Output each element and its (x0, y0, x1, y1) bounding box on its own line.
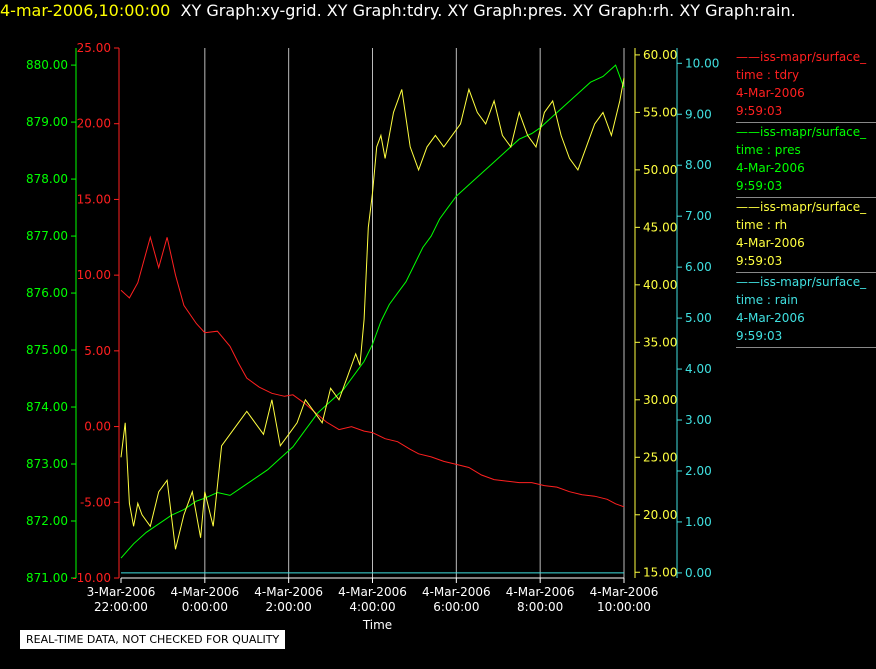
pres-tick-label: 872.00 (26, 514, 68, 528)
tdry-tick-label: -10.00 (72, 571, 111, 585)
rain-tick-label: 5.00 (685, 311, 712, 325)
pres-series-line (120, 64, 625, 559)
rain-tick-label: 8.00 (685, 158, 712, 172)
legend-date: 4-Mar-2006 (736, 86, 805, 100)
tdry-tick-label: 5.00 (84, 344, 111, 358)
legend-time: 9:59:03 (736, 179, 783, 193)
pres-tick-label: 874.00 (26, 400, 68, 414)
x-tick-label: 0:00:00 (182, 600, 228, 614)
tdry-tick-label: 20.00 (77, 117, 111, 131)
legend-source: ——iss-mapr/surface_ (736, 50, 867, 64)
rh-tick-label: 15.00 (643, 565, 677, 579)
rh-tick-label: 55.00 (643, 105, 677, 119)
x-tick-label: 4-Mar-2006 (254, 585, 323, 599)
rh-tick-label: 25.00 (643, 450, 677, 464)
tdry-series-line (120, 235, 625, 508)
legend-var: time : rh (736, 218, 788, 232)
legend-date: 4-Mar-2006 (736, 161, 805, 175)
rain-tick-label: 0.00 (685, 566, 712, 580)
legend-source: ——iss-mapr/surface_ (736, 125, 867, 139)
legend-entry-pres: ——iss-mapr/surface_time : pres 4-Mar-2006… (736, 123, 876, 198)
legend-time: 9:59:03 (736, 254, 783, 268)
x-tick-label: 2:00:00 (266, 600, 312, 614)
rain-tick-label: 7.00 (685, 209, 712, 223)
rh-tick-label: 35.00 (643, 335, 677, 349)
pres-tick-label: 871.00 (26, 571, 68, 585)
x-tick-label: 4-Mar-2006 (338, 585, 407, 599)
legend-entry-tdry: ——iss-mapr/surface_time : tdry 4-Mar-2006… (736, 48, 876, 123)
tdry-tick-label: -5.00 (80, 495, 111, 509)
title-timestamp: 4-mar-2006,10:00:00 (0, 1, 171, 20)
rh-tick-label: 60.00 (643, 48, 677, 62)
x-axis-label: Time (362, 618, 392, 632)
quality-disclaimer: REAL-TIME DATA, NOT CHECKED FOR QUALITY (20, 630, 286, 649)
legend-var: time : rain (736, 293, 799, 307)
tdry-tick-label: 10.00 (77, 268, 111, 282)
legend-date: 4-Mar-2006 (736, 236, 805, 250)
rain-tick-label: 2.00 (685, 464, 712, 478)
rh-tick-label: 50.00 (643, 163, 677, 177)
legend: ——iss-mapr/surface_ time : tdry 4-Mar-2006… (736, 48, 876, 348)
rh-tick-label: 30.00 (643, 393, 677, 407)
tdry-tick-label: 0.00 (84, 420, 111, 434)
tdry-tick-label: 25.00 (77, 41, 111, 55)
tdry-tick-label: 15.00 (77, 192, 111, 206)
x-tick-label: 4-Mar-2006 (422, 585, 491, 599)
legend-var: time : pres (736, 143, 801, 157)
legend-date: 4-Mar-2006 (736, 311, 805, 325)
rain-tick-label: 1.00 (685, 515, 712, 529)
window-title: 4-mar-2006,10:00:00 XY Graph:xy-grid. XY… (0, 0, 796, 22)
pres-tick-label: 879.00 (26, 115, 68, 129)
x-tick-label: 6:00:00 (433, 600, 479, 614)
title-graph-list: XY Graph:xy-grid. XY Graph:tdry. XY Grap… (180, 1, 796, 20)
x-tick-label: 22:00:00 (94, 600, 148, 614)
rh-series-line (120, 77, 625, 550)
rh-tick-label: 40.00 (643, 278, 677, 292)
pres-tick-label: 877.00 (26, 229, 68, 243)
legend-source: ——iss-mapr/surface_ (736, 200, 867, 214)
x-tick-label: 10:00:00 (597, 600, 651, 614)
pres-tick-label: 878.00 (26, 172, 68, 186)
pres-tick-label: 875.00 (26, 343, 68, 357)
x-tick-label: 3-Mar-2006 (87, 585, 156, 599)
x-tick-label: 4-Mar-2006 (170, 585, 239, 599)
x-tick-label: 4-Mar-2006 (506, 585, 575, 599)
rain-tick-label: 9.00 (685, 107, 712, 121)
rh-tick-label: 45.00 (643, 220, 677, 234)
rh-tick-label: 20.00 (643, 508, 677, 522)
rain-tick-label: 6.00 (685, 260, 712, 274)
rain-tick-label: 10.00 (685, 56, 719, 70)
legend-var: time : tdry (736, 68, 800, 82)
rain-tick-label: 3.00 (685, 413, 712, 427)
legend-time: 9:59:03 (736, 329, 783, 343)
x-tick-label: 4-Mar-2006 (590, 585, 659, 599)
legend-time: 9:59:03 (736, 104, 783, 118)
legend-entry-rh: ——iss-mapr/surface_time : rh 4-Mar-2006 9:… (736, 198, 876, 273)
pres-tick-label: 876.00 (26, 286, 68, 300)
x-tick-label: 4:00:00 (349, 600, 395, 614)
pres-tick-label: 880.00 (26, 58, 68, 72)
legend-entry-rain: ——iss-mapr/surface_time : rain 4-Mar-2006… (736, 273, 876, 348)
legend-source: ——iss-mapr/surface_ (736, 275, 867, 289)
pres-tick-label: 873.00 (26, 457, 68, 471)
x-tick-label: 8:00:00 (517, 600, 563, 614)
rain-tick-label: 4.00 (685, 362, 712, 376)
